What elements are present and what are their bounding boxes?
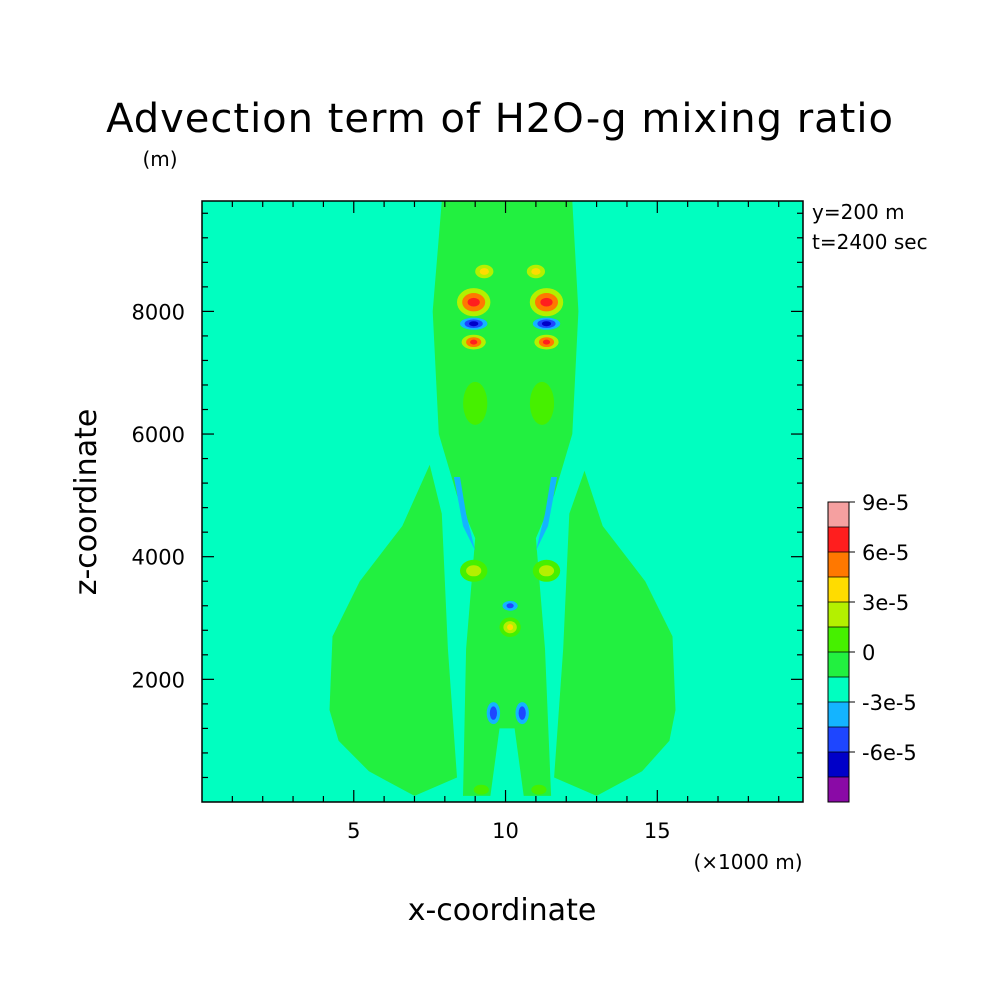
- contour-blob-6-level-1: [479, 268, 489, 275]
- colorbar-swatch: [828, 577, 849, 602]
- contour-region-lower-left-lobe: [329, 464, 457, 796]
- colorbar-label: 3e-5: [862, 591, 909, 615]
- x-axis-label: x-coordinate: [408, 893, 597, 928]
- colorbar-swatch: [828, 502, 849, 527]
- contour-region-lower-right-lobe: [554, 470, 676, 796]
- colorbar-label: 0: [862, 641, 875, 665]
- colorbar-swatch: [828, 552, 849, 577]
- contour-blob-11-level-1: [518, 706, 526, 720]
- colorbar-swatch: [828, 752, 849, 777]
- annotation-t: t=2400 sec: [812, 230, 928, 254]
- x-tick-label: 10: [492, 819, 519, 843]
- colorbar-swatch: [828, 652, 849, 677]
- colorbar-swatch: [828, 527, 849, 552]
- axis-ticks: [202, 201, 803, 802]
- x-tick-label: 15: [644, 819, 671, 843]
- y-tick-label: 2000: [132, 668, 185, 692]
- y-tick-label: 4000: [132, 546, 185, 570]
- contour-blob-7-level-1: [531, 268, 541, 275]
- contour-blob-15-level-0: [529, 381, 555, 425]
- colorbar-swatch: [828, 677, 849, 702]
- contour-blob-10-level-1: [489, 706, 497, 720]
- colorbar-label: 6e-5: [862, 541, 909, 565]
- colorbar-label: 9e-5: [862, 491, 909, 515]
- y-axis-label: z-coordinate: [69, 409, 104, 596]
- plot-frame: [201, 200, 804, 803]
- colorbar-label: -3e-5: [862, 691, 917, 715]
- y-tick-label: 6000: [132, 423, 185, 447]
- colorbar-swatch: [828, 602, 849, 627]
- contour-blob-5-level-2: [542, 339, 551, 345]
- plot-area: [202, 201, 803, 802]
- colorbar-swatch: [828, 727, 849, 752]
- contour-blob-17-level-0: [531, 784, 547, 795]
- contour-blob-9-level-1: [506, 603, 514, 609]
- tick-labels: 5 10 15 2000 4000 6000 8000: [132, 300, 671, 843]
- colorbar-swatch: [828, 702, 849, 727]
- contour-blob-3-level-2: [541, 321, 552, 327]
- contour-blob-4-level-2: [470, 339, 478, 345]
- contour-blob-12-level-1: [466, 565, 482, 577]
- contour-region-right-cyan-streak: [535, 477, 558, 551]
- contour-blob-2-level-2: [469, 321, 479, 327]
- unit-label: (m): [142, 147, 177, 171]
- colorbar: 9e-5 6e-5 3e-5 0 -3e-5 -6e-5: [827, 491, 917, 803]
- y-tick-label: 8000: [132, 300, 185, 324]
- contour-blob-16-level-0: [473, 784, 489, 795]
- contour-region-left-cyan-streak: [453, 477, 476, 551]
- contour-region-central-column: [432, 201, 579, 796]
- colorbar-swatch: [828, 777, 849, 802]
- x-tick-label: 5: [347, 819, 360, 843]
- contour-blob-8-level-2: [507, 624, 514, 631]
- contour-blob-1-level-2: [540, 297, 553, 307]
- annotation-y: y=200 m: [812, 200, 905, 224]
- chart-title: Advection term of H2O-g mixing ratio: [106, 96, 894, 142]
- colorbar-label: -6e-5: [862, 741, 917, 765]
- x-unit-label: (×1000 m): [693, 850, 802, 874]
- contour-blob-0-level-2: [467, 297, 480, 307]
- contour-blob-14-level-0: [463, 381, 488, 425]
- contour-blob-13-level-1: [538, 565, 555, 577]
- colorbar-swatch: [828, 627, 849, 652]
